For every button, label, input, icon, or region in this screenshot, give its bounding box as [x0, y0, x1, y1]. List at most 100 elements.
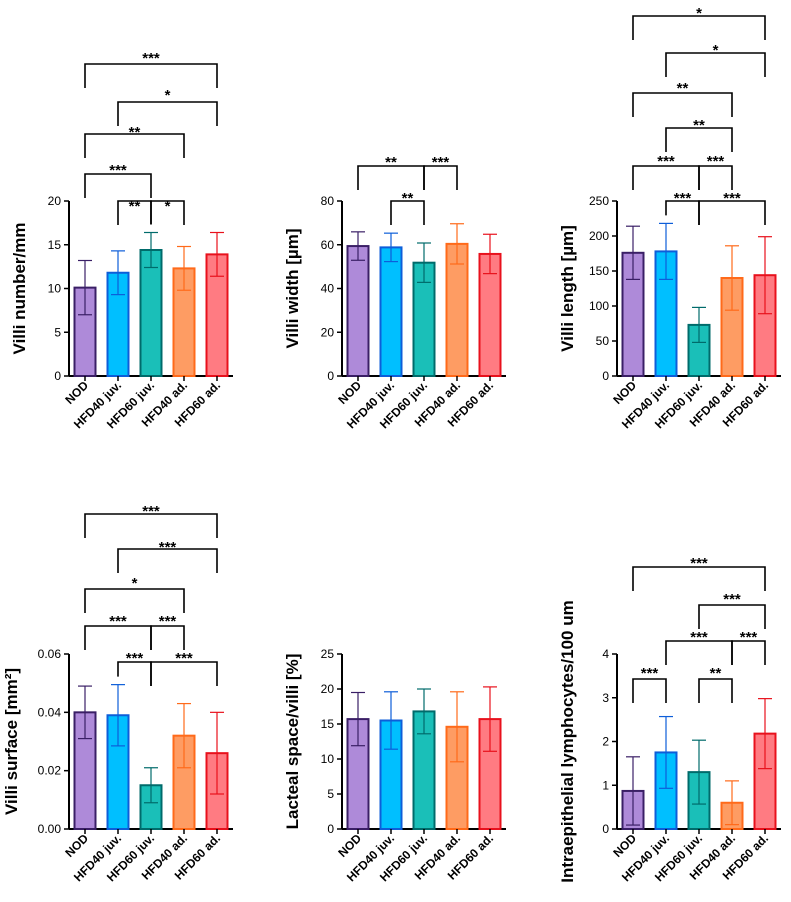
significance-bracket: [632, 566, 766, 591]
significance-bracket: [423, 165, 458, 190]
y-tick-label: 2: [602, 735, 609, 749]
y-axis-title: Villi length [µm]: [558, 225, 577, 352]
significance-bracket: [665, 127, 733, 152]
significance-bracket: [698, 604, 766, 629]
y-tick-label: 5: [327, 787, 334, 801]
significance-label: ***: [109, 613, 127, 630]
significance-label: **: [129, 124, 141, 141]
y-axis-title: Villi number/mm: [10, 223, 29, 355]
y-tick-label: 20: [321, 325, 335, 339]
significance-bracket: [117, 548, 218, 573]
y-tick-label: 15: [321, 717, 335, 731]
y-axis-title: Lacteal space/villi [%]: [283, 654, 302, 830]
significance-label: ***: [723, 591, 741, 608]
category-label: NOD: [610, 831, 639, 860]
significance-label: ***: [142, 503, 160, 520]
y-tick-label: 0.00: [38, 822, 62, 836]
category-label: NOD: [62, 378, 91, 407]
significance-label: *: [696, 5, 702, 22]
y-axis-title: Villi width [µm]: [283, 229, 302, 349]
significance-label: *: [132, 575, 138, 592]
category-label: NOD: [610, 378, 639, 407]
significance-label: ***: [641, 665, 659, 682]
significance-bracket: [390, 200, 425, 225]
y-tick-label: 0: [602, 369, 609, 383]
significance-bracket: [632, 15, 766, 40]
significance-label: ***: [432, 154, 450, 171]
y-tick-label: 250: [589, 194, 609, 208]
significance-label: **: [402, 190, 414, 207]
significance-label: ***: [674, 190, 692, 207]
y-tick-label: 0.06: [38, 647, 62, 661]
y-tick-label: 3: [602, 691, 609, 705]
y-tick-label: 20: [48, 194, 62, 208]
significance-bracket: [117, 101, 218, 126]
significance-label: ***: [175, 650, 193, 667]
significance-label: **: [677, 80, 689, 97]
significance-label: ***: [159, 539, 177, 556]
y-tick-label: 10: [48, 282, 62, 296]
significance-label: *: [165, 198, 171, 215]
y-tick-label: 4: [602, 647, 609, 661]
category-label: NOD: [335, 378, 364, 407]
y-tick-label: 150: [589, 264, 609, 278]
y-tick-label: 0.02: [38, 764, 62, 778]
y-tick-label: 100: [589, 299, 609, 313]
bar-2: [379, 246, 403, 377]
y-tick-label: 0: [327, 369, 334, 383]
y-tick-label: 15: [48, 238, 62, 252]
y-tick-label: 40: [321, 282, 335, 296]
significance-label: ***: [707, 153, 725, 170]
y-tick-label: 50: [596, 334, 610, 348]
significance-bracket: [698, 165, 733, 190]
significance-bracket: [84, 133, 185, 158]
y-tick-label: 0: [327, 822, 334, 836]
significance-bracket: [150, 625, 185, 650]
significance-bracket: [150, 200, 185, 225]
significance-label: ***: [657, 153, 675, 170]
significance-label: **: [710, 665, 722, 682]
y-tick-label: 0: [602, 822, 609, 836]
significance-label: ***: [109, 162, 127, 179]
y-tick-label: 25: [321, 647, 335, 661]
significance-label: **: [129, 198, 141, 215]
significance-label: *: [165, 87, 171, 104]
significance-bracket: [84, 173, 152, 198]
bar-1: [346, 245, 370, 377]
y-tick-label: 80: [321, 194, 335, 208]
category-label: NOD: [335, 831, 364, 860]
significance-label: ***: [690, 555, 708, 572]
y-tick-label: 200: [589, 229, 609, 243]
significance-bracket: [84, 63, 218, 88]
significance-bracket: [84, 513, 218, 538]
significance-label: ***: [126, 650, 144, 667]
significance-label: ***: [723, 190, 741, 207]
significance-label: *: [713, 42, 719, 59]
chart-panel-6: 0 1 2 3 4 Intraepithelial lymphocytes/100 um N…: [558, 555, 781, 884]
y-tick-label: 0: [54, 369, 61, 383]
significance-bracket: [84, 588, 185, 613]
significance-label: ***: [159, 613, 177, 630]
y-axis-title: Villi surface [mm²]: [2, 668, 21, 815]
significance-label: ***: [740, 629, 758, 646]
y-axis-title: Intraepithelial lymphocytes/100 um: [558, 600, 577, 882]
y-tick-label: 20: [321, 682, 335, 696]
y-tick-label: 1: [602, 778, 609, 792]
significance-label: ***: [142, 50, 160, 67]
significance-bracket: [665, 52, 766, 77]
significance-bracket: [632, 92, 733, 117]
significance-bracket: [150, 661, 218, 686]
significance-bracket: [698, 678, 733, 703]
y-tick-label: 0.04: [38, 705, 62, 719]
y-tick-label: 60: [321, 238, 335, 252]
y-tick-label: 10: [321, 752, 335, 766]
significance-bracket: [698, 200, 766, 225]
significance-bracket: [632, 678, 667, 703]
y-tick-label: 5: [54, 325, 61, 339]
significance-label: ***: [690, 629, 708, 646]
